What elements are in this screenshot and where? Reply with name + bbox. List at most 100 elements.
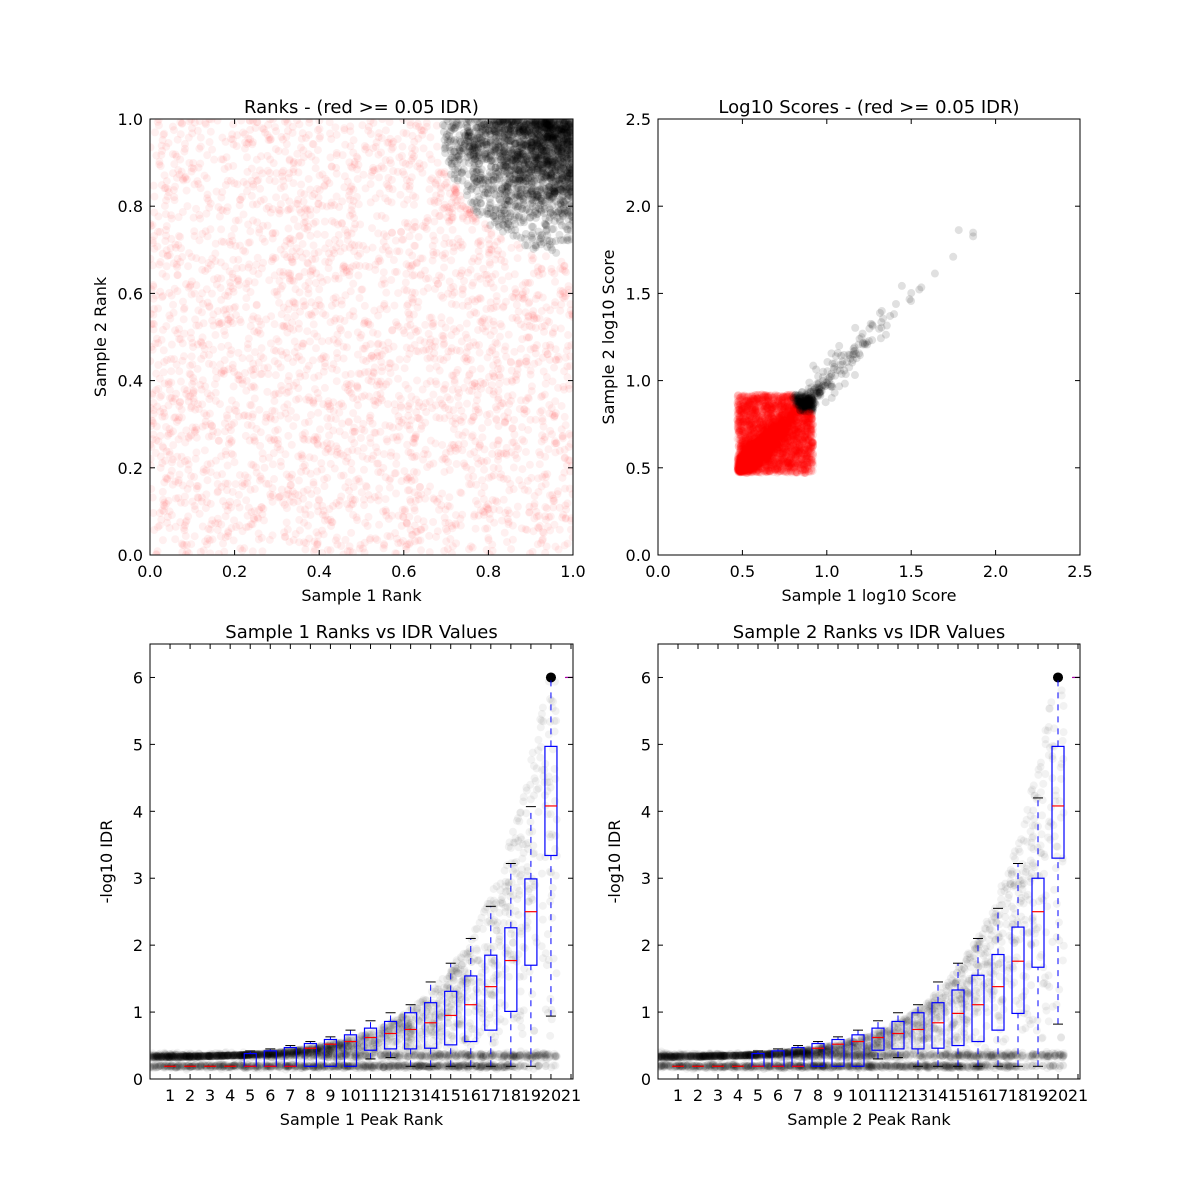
point-red	[414, 347, 423, 356]
point-red	[319, 506, 328, 515]
point-red	[150, 421, 156, 430]
point-red	[545, 401, 554, 410]
point-red	[418, 126, 427, 135]
point-black	[519, 156, 528, 165]
point-red	[229, 255, 238, 264]
point-black	[510, 127, 519, 136]
point-red	[235, 241, 244, 250]
point-black	[557, 144, 566, 153]
point-red	[304, 417, 313, 426]
point-black	[554, 147, 563, 156]
point-red	[150, 261, 157, 270]
point-red	[304, 310, 313, 319]
point-red	[303, 258, 312, 267]
point-red	[410, 434, 419, 443]
point-black	[548, 210, 557, 219]
point-red	[522, 360, 531, 369]
point-red	[213, 119, 222, 125]
point-red	[400, 285, 409, 294]
point-black	[501, 215, 510, 224]
point-red	[353, 384, 362, 393]
point-black	[478, 119, 487, 124]
point-red	[492, 297, 501, 306]
point-red	[175, 367, 184, 376]
point-red	[185, 249, 194, 258]
point-red	[516, 344, 525, 353]
point-red	[217, 225, 226, 234]
point-red	[486, 331, 495, 340]
point-red	[403, 219, 412, 228]
point-red	[515, 404, 524, 413]
point-red	[407, 261, 416, 270]
point-red	[405, 177, 414, 186]
point-red	[294, 491, 303, 500]
point-red	[304, 130, 313, 139]
point-black	[545, 119, 554, 125]
point-red	[206, 127, 215, 136]
point-red	[543, 470, 552, 479]
point-black	[537, 162, 546, 171]
point-red	[560, 412, 569, 421]
point-red	[477, 489, 486, 498]
point-red	[261, 417, 270, 426]
point-red	[180, 329, 189, 338]
point-black	[541, 142, 550, 151]
point-red	[160, 171, 169, 180]
point-black	[452, 159, 461, 168]
point-red	[284, 387, 293, 396]
point-black	[516, 155, 525, 164]
point-red	[187, 404, 196, 413]
point-black	[497, 153, 506, 162]
point-red	[452, 184, 461, 193]
point-red	[205, 203, 214, 212]
point-red	[357, 425, 366, 434]
point-red	[521, 287, 530, 296]
point-black	[501, 150, 510, 159]
point-red	[429, 390, 438, 399]
point-red	[229, 382, 238, 391]
point-red	[231, 216, 240, 225]
point-red	[300, 224, 309, 233]
point-black	[558, 145, 567, 154]
point-red	[491, 496, 500, 505]
point-red	[407, 293, 416, 302]
point-red	[353, 395, 362, 404]
point-red	[364, 512, 373, 521]
point-red	[377, 162, 386, 171]
point-red	[334, 220, 343, 229]
point-red	[283, 525, 292, 534]
point-black	[568, 218, 573, 227]
point-red	[210, 380, 219, 389]
point-red	[487, 381, 496, 390]
point-black	[550, 119, 559, 124]
point-red	[499, 495, 508, 504]
point-red	[286, 481, 295, 490]
point-red	[331, 293, 340, 302]
point-red	[318, 337, 327, 346]
point-red	[245, 260, 254, 269]
point-red	[544, 513, 553, 522]
point-red	[534, 511, 543, 520]
point-black	[568, 129, 573, 138]
point-black	[554, 154, 563, 163]
point-red	[167, 367, 176, 376]
point-red	[522, 353, 531, 362]
point-red	[379, 382, 388, 391]
point-black	[504, 196, 513, 205]
point-red	[191, 315, 200, 324]
point-red	[541, 480, 550, 489]
point-red	[150, 282, 158, 291]
point-red	[341, 483, 350, 492]
point-black	[544, 128, 553, 137]
point-red	[400, 329, 409, 338]
point-red	[513, 502, 522, 511]
point-red	[349, 279, 358, 288]
point-red	[499, 399, 508, 408]
point-black	[551, 128, 560, 137]
point-red	[243, 344, 252, 353]
point-red	[475, 348, 484, 357]
point-red	[265, 276, 274, 285]
point-red	[284, 224, 293, 233]
point-red	[344, 418, 353, 427]
point-red	[540, 390, 549, 399]
